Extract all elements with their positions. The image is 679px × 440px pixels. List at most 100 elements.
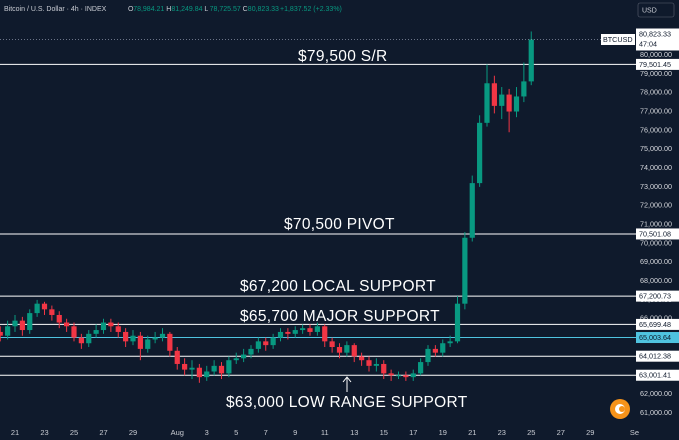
price-axis: 61,000.0062,000.0063,000.0064,000.0065,0… — [636, 0, 679, 440]
y-tick-label: 75,000.00 — [640, 144, 672, 153]
candle-body — [130, 335, 136, 342]
candle-body — [0, 331, 3, 336]
candle-body — [344, 345, 350, 353]
countdown: 47:04 — [639, 39, 657, 48]
candle-body — [86, 333, 92, 344]
y-tick-label: 73,000.00 — [640, 182, 672, 191]
ohlc-key: C — [243, 6, 248, 13]
level-tag — [636, 290, 679, 302]
candle-body — [403, 375, 409, 378]
x-tick-label: Aug — [171, 428, 184, 437]
candle-body — [307, 328, 313, 332]
candle-body — [410, 373, 416, 378]
level-tag-label: 79,501.45 — [639, 60, 671, 69]
annotation: $65,700 MAJOR SUPPORT — [240, 308, 440, 325]
candle-body — [56, 314, 62, 323]
x-tick-label: 27 — [557, 428, 565, 437]
candle-body — [336, 347, 343, 353]
candle-body — [159, 333, 166, 338]
candle-body — [93, 330, 99, 334]
x-tick-label: 5 — [234, 428, 238, 437]
x-tick-label: 9 — [293, 428, 297, 437]
candle-body — [366, 360, 372, 366]
symbol-tag-label: BTCUSD — [603, 35, 633, 44]
candle-body — [491, 83, 497, 106]
y-tick-label: 77,000.00 — [640, 106, 672, 115]
y-tick-label: 76,000.00 — [640, 125, 672, 134]
candle-body — [167, 333, 173, 351]
candle-body — [248, 348, 254, 355]
x-tick-label: 19 — [439, 428, 447, 437]
candle-body — [285, 331, 291, 334]
axis-panel — [636, 0, 679, 440]
candle-body — [521, 81, 527, 97]
candle-body — [204, 371, 210, 378]
candle-body — [373, 363, 379, 366]
ohlc-header: O 78,984.21 H 81,249.84 L 78,725.57 C 80,823.33 — [128, 6, 279, 13]
candle-body — [469, 183, 475, 238]
candle-body — [34, 303, 40, 314]
y-tick-label: 61,000.00 — [640, 408, 672, 417]
candle-body — [49, 309, 55, 315]
candle-body — [233, 358, 239, 361]
candle-body — [418, 362, 424, 374]
candle-body — [513, 96, 520, 112]
change: +1,837.52 (+2.33%) — [280, 6, 342, 13]
candle-body — [351, 345, 357, 357]
ohlc-value: 78,725.57 — [210, 6, 241, 13]
candle-body — [388, 373, 394, 376]
candle-body — [300, 328, 306, 331]
level-tag-label: 65,699.48 — [639, 320, 671, 329]
x-tick-label: 23 — [40, 428, 48, 437]
annotation: $67,200 LOCAL SUPPORT — [240, 278, 436, 295]
candle-body — [100, 322, 107, 331]
candle-body — [477, 122, 483, 184]
candle-body — [115, 326, 121, 332]
candle-body — [440, 343, 446, 353]
y-tick-label: 71,000.00 — [640, 219, 672, 228]
x-tick-label: 21 — [468, 428, 476, 437]
x-tick-label: 21 — [11, 428, 19, 437]
candle-body — [108, 322, 114, 327]
candle-body — [226, 360, 232, 374]
x-tick-label: 7 — [264, 428, 268, 437]
logo — [610, 399, 630, 419]
candle-body — [484, 83, 490, 123]
ohlc-value: 80,823.33 — [248, 6, 279, 13]
ohlc-value: 78,984.21 — [133, 6, 164, 13]
currency-button[interactable] — [637, 2, 675, 18]
x-tick-label: 25 — [527, 428, 535, 437]
level-tag — [636, 369, 679, 381]
candle-body — [454, 303, 461, 342]
y-tick-label: 74,000.00 — [640, 163, 672, 172]
candle-body — [292, 330, 298, 334]
x-tick-label: 3 — [205, 428, 209, 437]
candle-body — [447, 341, 453, 344]
candle-body — [71, 326, 77, 338]
annotation: $63,000 LOW RANGE SUPPORT — [226, 394, 468, 411]
candle-body — [145, 339, 151, 349]
candle-body — [314, 326, 320, 332]
level-tag — [636, 332, 679, 344]
x-tick-label: 13 — [350, 428, 358, 437]
candle-body — [123, 331, 129, 342]
candle-body — [64, 322, 70, 327]
level-tag-label: 70,501.08 — [639, 229, 671, 238]
y-tick-label: 79,000.00 — [640, 69, 672, 78]
candle-body — [5, 326, 11, 336]
last-price-label: 80,823.33 — [639, 29, 671, 38]
candle-body — [78, 337, 84, 344]
x-tick-label: 17 — [409, 428, 417, 437]
symbol-tag — [601, 33, 635, 45]
candle-body — [329, 341, 335, 348]
candle-body — [528, 39, 534, 82]
level-tag-label: 63,001.41 — [639, 371, 671, 380]
candle-body — [174, 350, 180, 364]
candle-body — [462, 237, 468, 304]
candle-body — [506, 94, 512, 112]
y-tick-label: 62,000.00 — [640, 389, 672, 398]
candle-body — [182, 363, 188, 370]
y-tick-label: 72,000.00 — [640, 201, 672, 210]
